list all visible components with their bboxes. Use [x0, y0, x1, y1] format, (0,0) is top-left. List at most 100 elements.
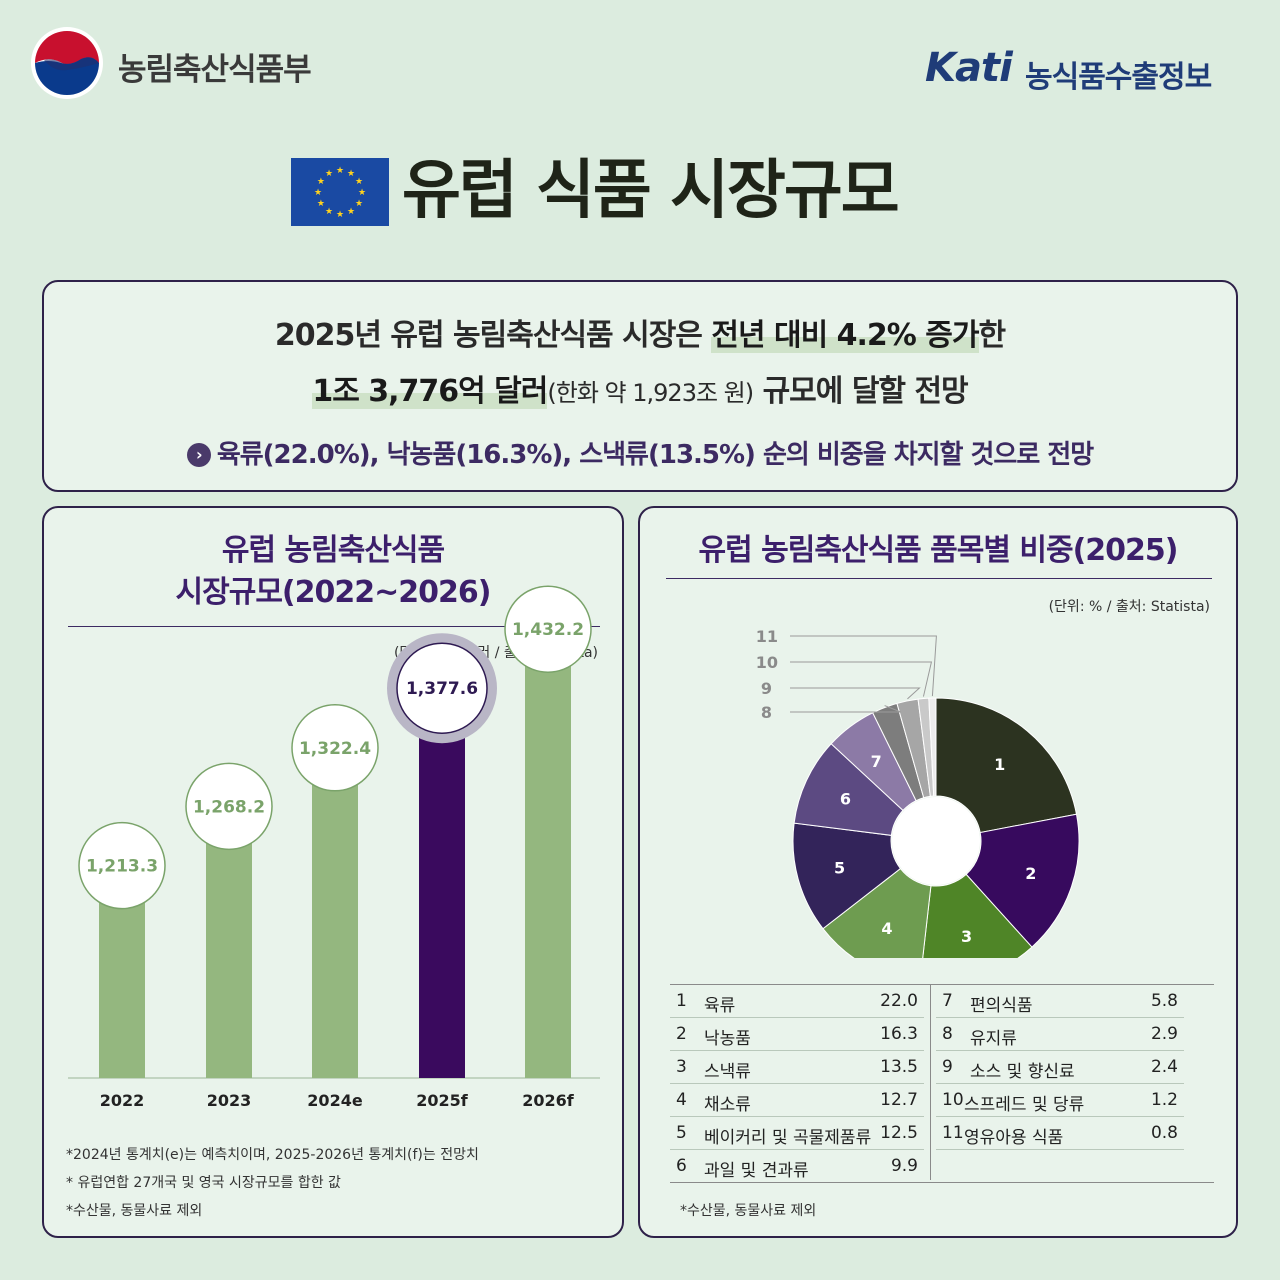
- bar-category-label: 2024e: [307, 1091, 363, 1110]
- legend-row: 10 스프레드 및 당류 1.2: [936, 1084, 1184, 1117]
- donut-slice-number: 1: [994, 755, 1005, 774]
- legend-category: 낙농품: [704, 1029, 751, 1049]
- legend-value: 1.2: [1150, 1090, 1178, 1110]
- summary-text: 규모에 달할 전망: [753, 374, 969, 409]
- legend-number: 1: [676, 991, 687, 1011]
- eu-star-icon: ★: [336, 166, 344, 176]
- eu-star-icon: ★: [317, 199, 325, 209]
- legend-value: 12.7: [880, 1090, 918, 1110]
- bar: [206, 806, 252, 1078]
- donut-leader-line: [790, 687, 921, 700]
- legend-value: 12.5: [880, 1123, 918, 1143]
- legend-value: 13.5: [880, 1057, 918, 1077]
- legend-number: 11: [942, 1123, 964, 1143]
- legend-category: 유지류: [970, 1029, 1017, 1049]
- bar: [312, 747, 358, 1078]
- legend-row: 1 육류 22.0: [670, 985, 924, 1018]
- legend-number: 7: [942, 991, 953, 1011]
- summary-line-1: 2025년 유럽 농림축산식품 시장은 전년 대비 4.2% 증가한: [44, 310, 1236, 354]
- legend-category: 영유아용 식품: [964, 1128, 1064, 1148]
- legend-row: 5 베이커리 및 곡물제품류 12.5: [670, 1117, 924, 1150]
- donut-slice: [822, 867, 932, 958]
- legend-number: 9: [942, 1057, 953, 1077]
- eu-star-icon: ★: [314, 188, 322, 198]
- donut-slice-number: 3: [961, 927, 972, 946]
- legend-category: 육류: [704, 996, 736, 1016]
- bar-label-circle: [78, 821, 166, 910]
- legend-row: 8 유지류 2.9: [936, 1018, 1184, 1051]
- bar-chart: 1,213.3 2022 1,268.2 2023 1,322.4 2024e 1,377.…: [68, 585, 600, 1110]
- kati-logo: Kati: [925, 45, 1013, 91]
- donut-slice: [922, 873, 1033, 958]
- note-1: *2024년 통계치(e)는 예측치이며, 2025-2026년 통계치(f)는…: [66, 1147, 479, 1163]
- bar-value-label: 1,377.6: [406, 679, 478, 699]
- ministry-emblem-icon: [31, 27, 103, 99]
- bar-category-label: 2025f: [416, 1091, 469, 1110]
- note-3: *수산물, 동물사료 제외: [66, 1203, 203, 1219]
- legend-category: 소스 및 향신료: [970, 1062, 1075, 1082]
- eu-star-icon: ★: [325, 207, 333, 217]
- chevron-right-icon: ›: [186, 443, 211, 467]
- legend-category: 과일 및 견과류: [704, 1161, 809, 1181]
- legend-category: 채소류: [704, 1095, 751, 1115]
- divider: [68, 626, 600, 627]
- pie-chart-unit: (단위: % / 출처: Statista): [1048, 599, 1210, 615]
- donut-slice-number: 4: [881, 919, 892, 938]
- legend-row: 4 채소류 12.7: [670, 1084, 924, 1117]
- donut-slice-number: 2: [1025, 864, 1036, 883]
- donut-slice-number: 10: [756, 653, 778, 672]
- legend-number: 4: [676, 1090, 687, 1110]
- eu-star-icon: ★: [317, 177, 325, 187]
- legend-category: 스낵류: [704, 1062, 751, 1082]
- legend-row: 3 스낵류 13.5: [670, 1051, 924, 1084]
- main-title: 유럽 식품 시장규모: [402, 154, 900, 228]
- legend-number: 5: [676, 1123, 687, 1143]
- market-size-panel: 유럽 농림축산식품 시장규모(2022~2026) (단위: 십억 달러 / 출…: [42, 506, 624, 1238]
- eu-star-icon: ★: [358, 188, 366, 198]
- legend-category: 베이커리 및 곡물제품류: [704, 1128, 872, 1148]
- legend-row: 2 낙농품 16.3: [670, 1018, 924, 1051]
- summary-line-2: 1조 3,776억 달러(한화 약 1,923조 원) 규모에 달할 전망: [44, 366, 1236, 410]
- eu-star-icon: ★: [355, 177, 363, 187]
- donut-slice-number: 7: [871, 752, 882, 771]
- category-share-panel: 유럽 농림축산식품 품목별 비중(2025) (단위: % / 출처: Stat…: [638, 506, 1238, 1238]
- kati-name: 농식품수출정보: [1025, 60, 1212, 95]
- legend-value: 0.8: [1150, 1123, 1178, 1143]
- bar-category-label: 2026f: [522, 1091, 575, 1110]
- donut-chart: 1 2 3 4 5 6 7 8 9 10 11: [756, 627, 1080, 958]
- legend-top-rule: [670, 984, 1214, 985]
- legend-row: 6 과일 및 견과류 9.9: [670, 1150, 924, 1183]
- legend-value: 9.9: [890, 1156, 918, 1176]
- eu-star-icon: ★: [355, 199, 363, 209]
- legend-row: 7 편의식품 5.8: [936, 985, 1184, 1018]
- summary-text: 한: [978, 318, 1007, 353]
- pie-chart-title: 유럽 농림축산식품 품목별 비중(2025): [698, 533, 1178, 568]
- bar-label-circle: [185, 762, 273, 851]
- donut-hole: [892, 797, 980, 885]
- legend-value: 5.8: [1150, 991, 1178, 1011]
- bar-chart-title-2: 시장규모(2022~2026): [175, 575, 492, 610]
- bar-value-label: 1,432.2: [512, 620, 584, 640]
- legend-value: 2.9: [1150, 1024, 1178, 1044]
- donut-slice: [928, 697, 937, 797]
- ministry-name: 농림축산식품부: [118, 52, 312, 88]
- eu-star-icon: ★: [336, 210, 344, 220]
- donut-slice-number: 11: [756, 627, 778, 646]
- bar-label-circle: [396, 642, 488, 734]
- legend-value: 16.3: [880, 1024, 918, 1044]
- legend-row: 11 영유아용 식품 0.8: [936, 1117, 1184, 1150]
- legend-category: 스프레드 및 당류: [964, 1095, 1085, 1115]
- legend-number: 10: [942, 1090, 964, 1110]
- eu-flag-icon: ★★★★★★★★★ ★ ★★: [291, 158, 389, 226]
- eu-star-icon: ★: [347, 169, 355, 179]
- bar-value-label: 1,213.3: [86, 857, 158, 877]
- legend-number: 6: [676, 1156, 687, 1176]
- legend-number: 2: [676, 1024, 687, 1044]
- legend-row: 9 소스 및 향신료 2.4: [936, 1051, 1184, 1084]
- legend-number: 3: [676, 1057, 687, 1077]
- summary-line-3: › 육류(22.0%), 낙농품(16.3%), 스낵류(13.5%) 순의 비중…: [44, 434, 1236, 471]
- legend-value: 22.0: [880, 991, 918, 1011]
- legend-number: 8: [942, 1024, 953, 1044]
- legend-column-divider: [930, 984, 931, 1180]
- legend-value: 2.4: [1150, 1057, 1178, 1077]
